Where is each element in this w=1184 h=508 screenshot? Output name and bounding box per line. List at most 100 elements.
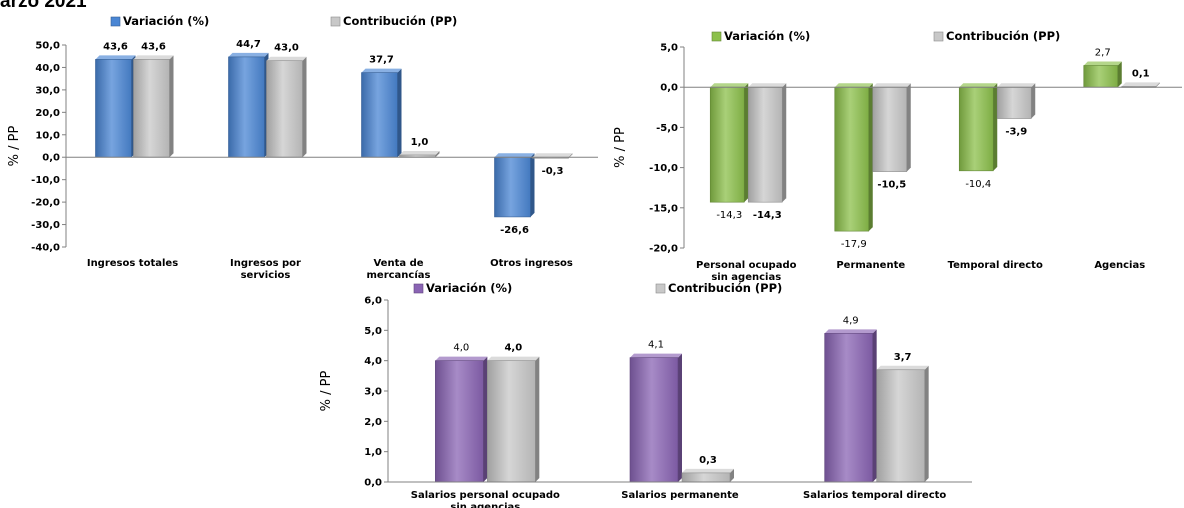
bar-top [824, 329, 877, 334]
legend-swatch [413, 283, 424, 294]
y-tick-label: 1,0 [364, 447, 382, 458]
bar-variacion [494, 156, 531, 218]
legend-swatch [711, 31, 722, 42]
data-label: -14,3 [716, 210, 742, 221]
data-label: 4,0 [453, 343, 469, 354]
bar-top [133, 55, 174, 60]
bar-top [834, 83, 873, 88]
bar-top [1121, 82, 1160, 87]
bar-side [1117, 61, 1122, 88]
x-tick-label: Ingresos totales [87, 258, 178, 269]
x-tick-label: Permanente [836, 260, 905, 271]
bar-top [532, 153, 573, 158]
bar-side [872, 329, 877, 482]
y-tick-label: 30,0 [35, 85, 60, 96]
legend-swatch [110, 16, 121, 27]
legend-swatch [330, 16, 341, 27]
x-tick-label: sin agencias [711, 272, 781, 283]
bar-top [997, 83, 1036, 88]
bar-variacion [834, 86, 870, 232]
data-label: 4,1 [648, 340, 664, 351]
data-label: -26,6 [500, 225, 529, 236]
y-tick-label: 10,0 [35, 130, 60, 141]
data-label: 4,9 [843, 315, 859, 326]
bar-side [435, 150, 440, 158]
bar-contribucion [681, 472, 731, 483]
bar-contribucion [996, 86, 1032, 119]
x-tick-label: Temporal directo [948, 260, 1043, 271]
bar-top [876, 365, 929, 370]
legend-label: Contribución (PP) [343, 14, 457, 28]
data-label: 1,0 [411, 137, 429, 148]
bar-top [228, 52, 269, 57]
bar-variacion [958, 86, 994, 172]
x-tick-label: Salarios personal ocupado [411, 490, 560, 501]
data-label: -10,5 [877, 180, 906, 191]
y-tick-label: -40,0 [31, 243, 60, 254]
bar-top [959, 83, 998, 88]
data-label: -17,9 [841, 239, 867, 250]
y-tick-label: -10,0 [649, 163, 678, 174]
data-label: 43,6 [141, 41, 166, 52]
chart-salarios: 0,0 1,0 2,0 3,0 4,0 5,0 6,0 % / PP 4,0 4,0 Salario… [319, 281, 972, 508]
bar-side [169, 55, 174, 158]
data-label: 37,7 [369, 55, 394, 66]
bar-variacion [361, 72, 398, 158]
data-label: 3,7 [894, 352, 912, 363]
bar-side [730, 468, 734, 482]
bar-variacion [629, 357, 679, 483]
x-tick-label: mercancías [367, 269, 431, 281]
bar-variacion [228, 56, 265, 158]
bar-side [906, 83, 911, 172]
legend-swatch [933, 31, 944, 42]
y-axis-title: % / PP [319, 371, 334, 412]
data-label: 0,3 [699, 455, 717, 466]
legend-label: Contribución (PP) [668, 281, 782, 295]
bar-top [399, 150, 440, 155]
legend-label: Variación (%) [123, 14, 209, 28]
chart-ingresos: -40,0 -30,0 -20,0 -10,0 0,0 10,0 20,0 30,0 40,0 5… [7, 14, 598, 281]
bar-side [1031, 83, 1036, 119]
bar-contribucion [872, 86, 908, 172]
y-tick-label: 2,0 [364, 417, 382, 428]
y-axis-title: % / PP [7, 126, 22, 167]
bar-top [710, 83, 749, 88]
y-tick-label: -20,0 [31, 198, 60, 209]
bar-variacion [435, 360, 484, 483]
bar-top [1083, 61, 1122, 66]
y-tick-label: 20,0 [35, 108, 60, 119]
x-tick-label: Ingresos por [230, 258, 301, 269]
bar-contribucion [133, 59, 170, 158]
y-tick-label: 6,0 [364, 296, 382, 307]
x-tick-label: Agencias [1094, 260, 1145, 271]
y-tick-label: 0,0 [42, 153, 60, 164]
y-tick-label: 0,0 [660, 83, 678, 94]
y-tick-label: 5,0 [660, 43, 678, 54]
y-tick-label: 3,0 [364, 387, 382, 398]
bar-side [530, 153, 535, 217]
x-tick-label: Venta de [373, 258, 423, 269]
data-label: -10,4 [965, 179, 991, 190]
bar-side [924, 365, 929, 482]
bar-side [744, 83, 749, 203]
y-tick-label: -5,0 [656, 123, 678, 134]
bar-side [1155, 82, 1160, 88]
data-label: 44,7 [236, 39, 261, 50]
data-label: -14,3 [753, 210, 782, 221]
y-tick-label: -10,0 [31, 175, 60, 186]
bar-top [872, 83, 911, 88]
bar-side [868, 83, 873, 232]
bar-top [487, 356, 540, 361]
bar-top [494, 153, 535, 158]
y-tick-label: -15,0 [649, 203, 678, 214]
legend-swatch [655, 283, 666, 294]
y-tick-label: 5,0 [364, 326, 382, 337]
y-tick-label: 50,0 [35, 41, 60, 52]
y-axis-title: % / PP [613, 127, 628, 168]
data-label: 43,0 [274, 43, 299, 54]
bar-top [435, 356, 488, 361]
y-tick-label: 40,0 [35, 63, 60, 74]
legend-label: Variación (%) [426, 281, 512, 295]
bar-contribucion [266, 60, 303, 158]
y-tick-label: 0,0 [364, 478, 382, 489]
